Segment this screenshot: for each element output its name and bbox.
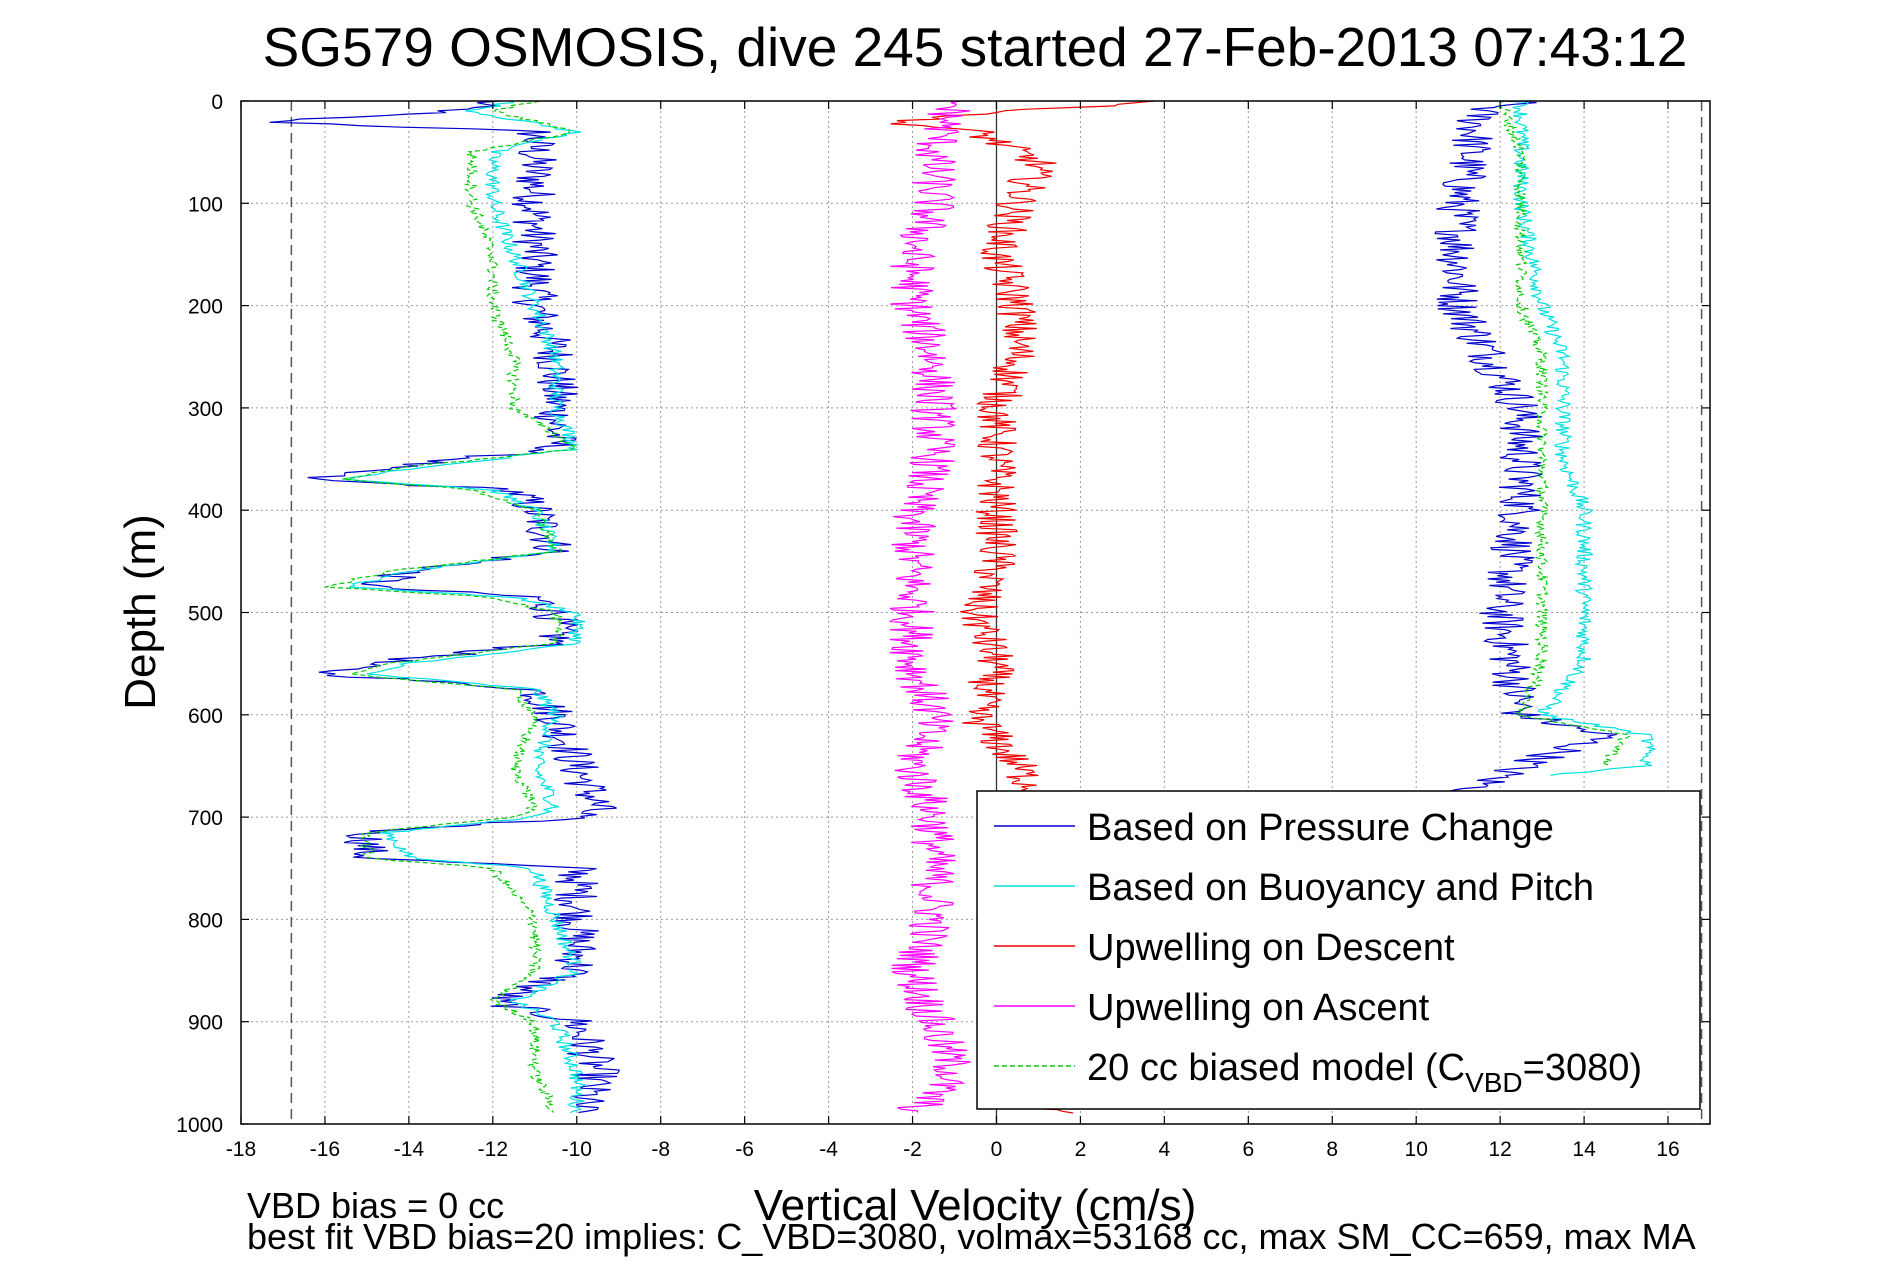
best-fit-note: best fit VBD bias=20 implies: C_VBD=3080…	[247, 1216, 1696, 1257]
y-tick-label: 400	[188, 500, 223, 523]
y-tick-label: 0	[211, 91, 223, 114]
legend-label: Based on Pressure Change	[1087, 807, 1554, 849]
series-1	[343, 100, 1656, 1114]
x-tick-label: -14	[394, 1138, 425, 1161]
legend-box	[976, 790, 1701, 1110]
x-tick-label: -8	[651, 1138, 670, 1161]
y-tick-label: 900	[188, 1012, 223, 1035]
series-line	[888, 100, 971, 1113]
series-line	[1434, 100, 1617, 796]
x-tick-label: -2	[903, 1138, 922, 1161]
x-tick-label: 16	[1656, 1138, 1679, 1161]
x-tick-label: -16	[310, 1138, 340, 1161]
x-tick-label: -18	[226, 1138, 256, 1161]
x-tick-label: 4	[1159, 1138, 1171, 1161]
legend-entries: Based on Pressure Change Based on Buoyanc…	[994, 807, 1642, 1098]
series-line	[325, 100, 578, 1113]
x-tick-label: -10	[562, 1138, 592, 1161]
series-line	[1498, 100, 1631, 767]
x-tick-label: 0	[991, 1138, 1003, 1161]
y-axis-title: Depth (m)	[116, 514, 165, 710]
legend-label: Upwelling on Ascent	[1087, 987, 1430, 1029]
y-tick-label: 1000	[176, 1114, 223, 1137]
x-tick-label: 10	[1405, 1138, 1428, 1161]
series-line	[269, 100, 620, 1114]
series-layer	[269, 100, 1656, 1114]
y-tick-label: 800	[188, 909, 223, 932]
x-tick-label: -6	[735, 1138, 754, 1161]
x-tick-label: 8	[1326, 1138, 1338, 1161]
x-tick-label: -4	[819, 1138, 838, 1161]
x-axis-title: Vertical Velocity (cm/s)	[754, 1181, 1197, 1230]
x-tick-label: 14	[1572, 1138, 1596, 1161]
series-0	[269, 100, 1617, 1114]
y-tick-label: 300	[188, 398, 223, 421]
legend-label: Based on Buoyancy and Pitch	[1087, 867, 1594, 909]
x-tick-label: -12	[478, 1138, 508, 1161]
y-tick-label: 700	[188, 807, 223, 830]
y-tick-label: 500	[188, 603, 223, 626]
legend-label: Upwelling on Descent	[1087, 927, 1455, 969]
series-line	[890, 100, 1155, 796]
tick-layer: -18 -16 -14 -12 -10 -8 -6 -4 -2 0 2 4 6 8 10 12 14 16 0 100…	[176, 91, 1710, 1161]
vbd-bias-note: VBD bias = 0 cc	[247, 1185, 504, 1226]
series-3	[888, 100, 971, 1113]
y-tick-label: 600	[188, 705, 223, 728]
chart-title: SG579 OSMOSIS, dive 245 started 27-Feb-2…	[263, 16, 1688, 78]
x-tick-label: 12	[1488, 1138, 1511, 1161]
legend-label: 20 cc biased model (CVBD=3080)	[1087, 1047, 1642, 1098]
y-tick-label: 200	[188, 296, 223, 319]
y-tick-label: 100	[188, 193, 223, 216]
series-4	[325, 100, 1631, 1113]
legend: Based on Pressure Change Based on Buoyanc…	[976, 790, 1701, 1110]
series-line	[1512, 100, 1656, 776]
x-tick-label: 2	[1075, 1138, 1087, 1161]
x-tick-label: 6	[1242, 1138, 1254, 1161]
series-line	[343, 100, 587, 1114]
